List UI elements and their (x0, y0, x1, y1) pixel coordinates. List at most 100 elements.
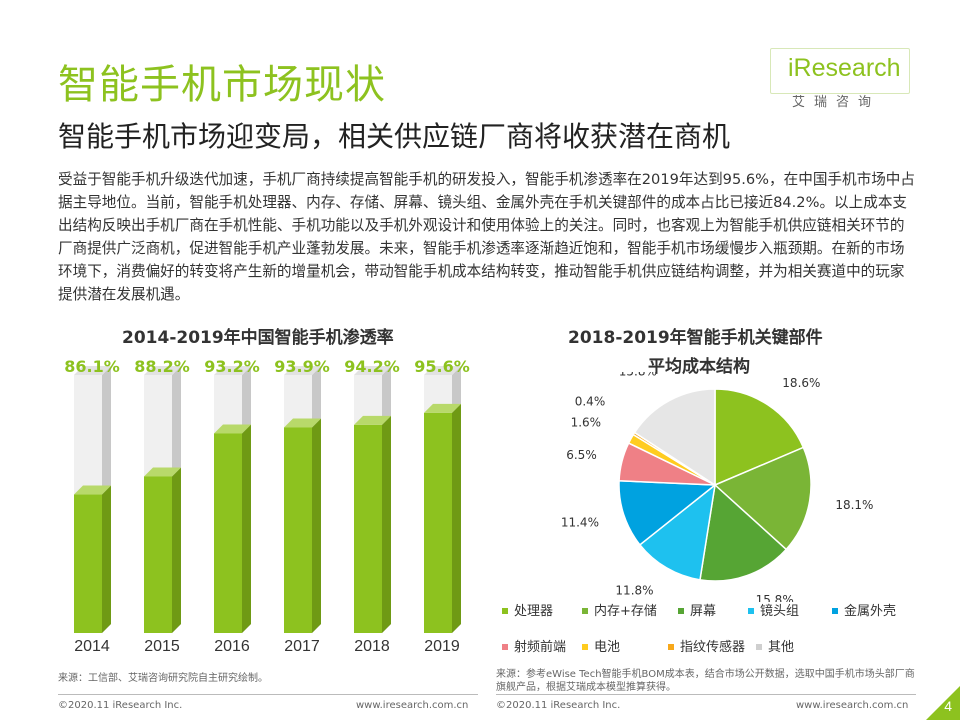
legend-item: 镜头组 (748, 600, 799, 619)
intro-paragraph: 受益于智能手机升级迭代加速，手机厂商持续提高智能手机的研发投入，智能手机渗透率在… (58, 171, 915, 303)
bar-top (74, 485, 111, 495)
legend-label: 处理器 (514, 604, 554, 619)
page-subtitle: 智能手机市场迎变局，相关供应链厂商将收获潜在商机 (58, 120, 731, 153)
bar (74, 494, 102, 633)
bar-background-top (354, 366, 391, 375)
legend-item: 处理器 (502, 600, 553, 619)
bar-background-top (144, 366, 181, 375)
footer-divider-left (58, 694, 478, 695)
right-copyright: ©2020.11 iResearch Inc. (496, 700, 621, 711)
bar-value-label: 95.6% (414, 357, 470, 376)
legend-swatch (502, 643, 508, 650)
footer-divider-right (496, 694, 916, 695)
legend-item: 内存+存储 (582, 600, 657, 619)
pie-value-label: 18.6% (782, 376, 820, 390)
bar-side (382, 415, 391, 633)
pie-slice (633, 388, 716, 487)
page-number-badge: 4 (926, 686, 960, 720)
pie-value-label: 15.8% (756, 593, 794, 602)
right-website: www.iresearch.com.cn (796, 700, 909, 711)
legend-label: 内存+存储 (594, 604, 657, 619)
legend-label: 金属外壳 (844, 604, 897, 619)
logo-text: iResearch (788, 54, 901, 82)
left-source-note: 来源：工信部、艾瑞咨询研究院自主研究绘制。 (58, 673, 268, 684)
legend-label: 电池 (594, 640, 621, 655)
bar-top (214, 424, 251, 434)
legend-label: 射频前端 (514, 640, 567, 655)
left-website: www.iresearch.com.cn (356, 700, 469, 711)
pie-value-label: 11.8% (615, 583, 653, 597)
bar-top (424, 403, 461, 413)
bar-chart-title: 2014-2019年中国智能手机渗透率 (122, 328, 394, 348)
bar-side (452, 403, 461, 633)
logo-frame (770, 48, 910, 94)
legend-item: 指纹传感器 (668, 636, 745, 655)
legend-swatch (756, 643, 762, 650)
pie-value-label: 6.5% (566, 448, 597, 462)
pie-slice (618, 479, 718, 546)
legend-swatch (748, 607, 754, 614)
legend-label: 屏幕 (690, 604, 717, 619)
bar-side (172, 467, 181, 633)
legend-item: 金属外壳 (832, 600, 896, 619)
pie-chart-title-line2: 平均成本结构 (648, 357, 750, 377)
pie-value-label: 1.6% (571, 415, 602, 429)
iresearch-logo: iResearch 艾瑞咨询 (770, 48, 920, 120)
pie-slice (714, 388, 805, 487)
legend-swatch (582, 607, 588, 614)
bar-value-label: 94.2% (344, 357, 400, 376)
page-corner-triangle (926, 686, 960, 720)
bar-value-label: 93.2% (204, 357, 260, 376)
pie-value-label: 0.4% (575, 394, 606, 408)
pie-slice (713, 446, 812, 551)
bar-value-label: 88.2% (134, 357, 190, 376)
pie-value-label: 18.1% (835, 498, 873, 512)
pie-value-label: 11.4% (561, 516, 599, 530)
bar (144, 476, 172, 633)
bar (354, 424, 382, 633)
bar-top (144, 467, 181, 477)
legend-label: 镜头组 (760, 604, 800, 619)
bar-top (284, 418, 321, 428)
bar-top (354, 415, 391, 425)
legend-label: 其他 (768, 640, 795, 655)
bar-category-label: 2015 (144, 638, 180, 655)
bar-background-top (214, 366, 251, 375)
page-number: 4 (944, 698, 952, 714)
bar-background-top (74, 366, 111, 375)
legend-item: 电池 (582, 636, 620, 655)
bar-side (242, 424, 251, 633)
bar (214, 433, 242, 633)
pie-chart: 18.6% 18.1% 15.8% 11.8% 11.4% 6.5% 1.6% 0.4% 15.… (561, 372, 874, 602)
legend-swatch (502, 607, 508, 614)
bar (424, 412, 452, 633)
bar-side (312, 418, 321, 633)
legend-item: 其他 (756, 636, 794, 655)
bar-category-label: 2019 (424, 638, 460, 655)
bar-value-label: 93.9% (274, 357, 330, 376)
bar-category-label: 2018 (354, 638, 390, 655)
bar-category-label: 2016 (214, 638, 250, 655)
pie-value-label: 15.8% (619, 372, 657, 379)
legend-label: 指纹传感器 (680, 640, 746, 655)
pie-slice (638, 483, 717, 581)
legend-item: 射频前端 (502, 636, 566, 655)
bar-category-label: 2014 (74, 638, 110, 655)
right-source-note: 来源：参考eWise Tech智能手机BOM成本表，结合市场公开数据，选取中国手… (496, 669, 915, 693)
bar-background-top (424, 366, 461, 375)
page-title: 智能手机市场现状 (58, 62, 386, 108)
left-copyright: ©2020.11 iResearch Inc. (58, 700, 183, 711)
pie-slice (699, 483, 788, 582)
bar-side (102, 485, 111, 633)
legend-swatch (832, 607, 838, 614)
logo-subtext: 艾瑞咨询 (792, 95, 881, 110)
bar-chart: 86.1% 2014 88.2% 2015 93.2% 2016 93.9% 2017 94.2… (64, 357, 470, 655)
legend-item: 屏幕 (678, 600, 716, 619)
legend-swatch (668, 643, 674, 650)
bar-value-label: 86.1% (64, 357, 120, 376)
bar-category-label: 2017 (284, 638, 320, 655)
legend-swatch (678, 607, 684, 614)
pie-chart-title: 2018-2019年智能手机关键部件 (568, 328, 823, 348)
bar (284, 427, 312, 633)
legend-swatch (582, 643, 588, 650)
